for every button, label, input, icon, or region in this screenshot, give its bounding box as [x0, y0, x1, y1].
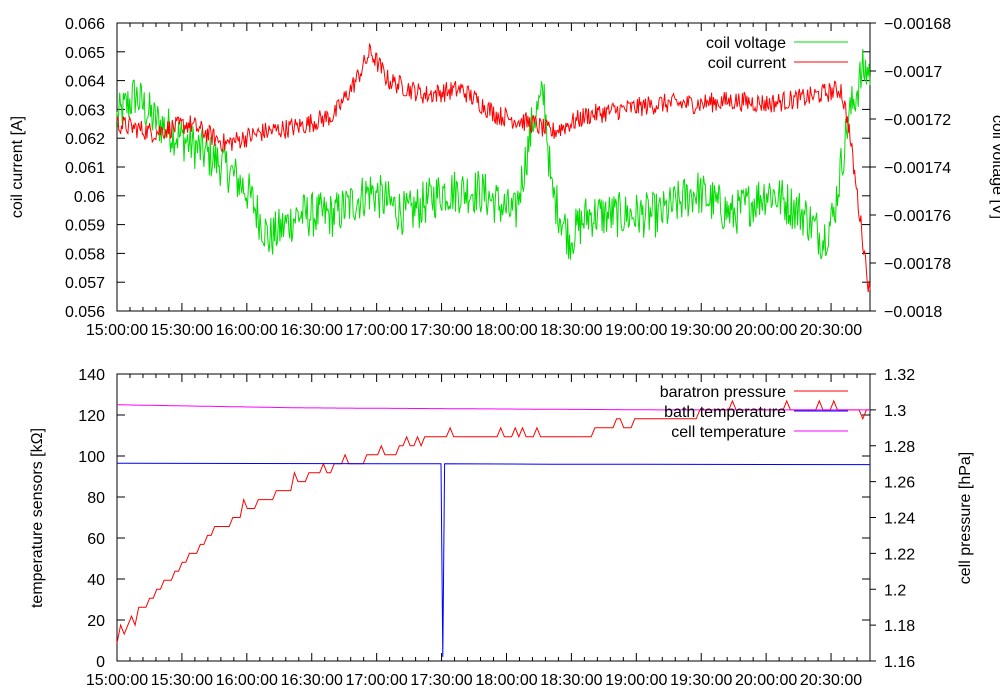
- x-tick-label: 16:00:00: [216, 672, 278, 689]
- left-tick-label: 0.057: [65, 275, 105, 292]
- left-tick-label: 0.06: [74, 189, 105, 206]
- right-tick-label: −0.00174: [884, 160, 951, 177]
- x-tick-label: 17:30:00: [410, 672, 472, 689]
- x-tick-label: 20:30:00: [800, 322, 862, 339]
- right-tick-label: −0.00176: [884, 208, 951, 225]
- left-tick-label: 140: [78, 367, 105, 384]
- x-tick-label: 17:00:00: [346, 672, 408, 689]
- x-tick-label: 16:00:00: [216, 322, 278, 339]
- right-tick-label: −0.00168: [884, 16, 951, 33]
- left-tick-label: 20: [87, 613, 105, 630]
- legend-top: coil voltage coil current: [706, 35, 848, 72]
- x-axis-ticks-top: 15:00:00 15:30:00 16:00:00 16:30:00 17:00:00…: [86, 23, 871, 339]
- series-lines-bottom: [116, 399, 871, 657]
- x-tick-label: 16:30:00: [281, 322, 343, 339]
- ylabel-left-bottom: temperature sensors [kΩ]: [29, 428, 46, 608]
- right-tick-label: 1.28: [884, 439, 915, 456]
- left-tick-label: 120: [78, 408, 105, 425]
- right-tick-label: 1.22: [884, 546, 915, 563]
- left-tick-label: 0.065: [65, 45, 105, 62]
- legend-label-coil-voltage: coil voltage: [706, 35, 786, 52]
- x-tick-label: 18:30:00: [540, 322, 602, 339]
- x-tick-label: 17:30:00: [410, 322, 472, 339]
- x-tick-label: 18:00:00: [475, 322, 537, 339]
- left-tick-label: 60: [87, 531, 105, 548]
- series-line-coil-current: [116, 42, 871, 293]
- x-tick-label: 15:00:00: [86, 322, 148, 339]
- legend-label-cell-temperature: cell temperature: [671, 424, 786, 441]
- series-lines-top: [116, 42, 871, 293]
- x-tick-label: 18:30:00: [540, 672, 602, 689]
- left-axis-ticks-top: 0.056 0.057 0.058 0.059 0.06 0.061 0.062 0.063 0…: [65, 16, 870, 321]
- right-tick-label: −0.00178: [884, 256, 951, 273]
- legend-label-baratron-pressure: baratron pressure: [660, 384, 786, 401]
- right-tick-label: −0.0017: [884, 64, 942, 81]
- series-line-cell-temperature: [117, 404, 870, 411]
- right-tick-label: 1.2: [884, 582, 906, 599]
- left-tick-label: 0.064: [65, 74, 105, 91]
- left-axis-ticks-bottom: 0 20 40 60 80 100 120 140: [78, 367, 870, 671]
- right-tick-label: 1.24: [884, 511, 915, 528]
- x-tick-label: 20:00:00: [735, 672, 797, 689]
- right-tick-label: 1.16: [884, 654, 915, 671]
- left-tick-label: 100: [78, 449, 105, 466]
- x-tick-label: 16:30:00: [281, 672, 343, 689]
- x-tick-label: 19:00:00: [605, 672, 667, 689]
- legend-label-bath-temperature: bath temperature: [664, 404, 786, 421]
- right-tick-label: 1.18: [884, 618, 915, 635]
- x-tick-label: 19:30:00: [670, 322, 732, 339]
- series-line-bath-temperature: [116, 462, 871, 657]
- x-tick-label: 20:30:00: [800, 672, 862, 689]
- left-tick-label: 80: [87, 490, 105, 507]
- legend-bottom: baratron pressure bath temperature cell …: [660, 384, 848, 441]
- x-tick-label: 15:30:00: [151, 672, 213, 689]
- right-tick-label: 1.3: [884, 403, 906, 420]
- right-tick-label: −0.0018: [884, 304, 942, 321]
- x-axis-ticks-bottom: 15:00:00 15:30:00 16:00:00 16:30:00 17:00:00…: [86, 374, 871, 689]
- ylabel-right-bottom: cell pressure [hPa]: [957, 452, 974, 585]
- right-axis-ticks-bottom: 1.16 1.18 1.2 1.22 1.24 1.26 1.28 1.3 1.32: [870, 367, 915, 671]
- left-tick-label: 0.061: [65, 160, 105, 177]
- x-tick-label: 19:30:00: [670, 672, 732, 689]
- right-tick-label: 1.26: [884, 475, 915, 492]
- x-tick-label: 15:00:00: [86, 672, 148, 689]
- left-tick-label: 0.056: [65, 304, 105, 321]
- x-tick-label: 19:00:00: [605, 322, 667, 339]
- left-tick-label: 0.063: [65, 102, 105, 119]
- ylabel-left-top: coil current [A]: [9, 116, 26, 218]
- left-tick-label: 0.066: [65, 16, 105, 33]
- left-tick-label: 0.058: [65, 246, 105, 263]
- right-tick-label: 1.32: [884, 367, 915, 384]
- legend-label-coil-current: coil current: [708, 55, 787, 72]
- series-line-coil-voltage: [116, 48, 871, 260]
- x-tick-label: 18:00:00: [475, 672, 537, 689]
- x-tick-label: 20:00:00: [735, 322, 797, 339]
- left-tick-label: 0: [96, 654, 105, 671]
- left-tick-label: 0.059: [65, 218, 105, 235]
- left-tick-label: 0.062: [65, 131, 105, 148]
- ylabel-right-top: coil voltage [V]: [989, 115, 1000, 219]
- panel-top: 0.056 0.057 0.058 0.059 0.06 0.061 0.062 0.063 0…: [9, 16, 1000, 339]
- x-tick-label: 15:30:00: [151, 322, 213, 339]
- x-tick-label: 17:00:00: [346, 322, 408, 339]
- right-tick-label: −0.00172: [884, 112, 951, 129]
- right-axis-ticks-top: −0.0018 −0.00178 −0.00176 −0.00174 −0.00172 −…: [870, 16, 951, 321]
- left-tick-label: 40: [87, 572, 105, 589]
